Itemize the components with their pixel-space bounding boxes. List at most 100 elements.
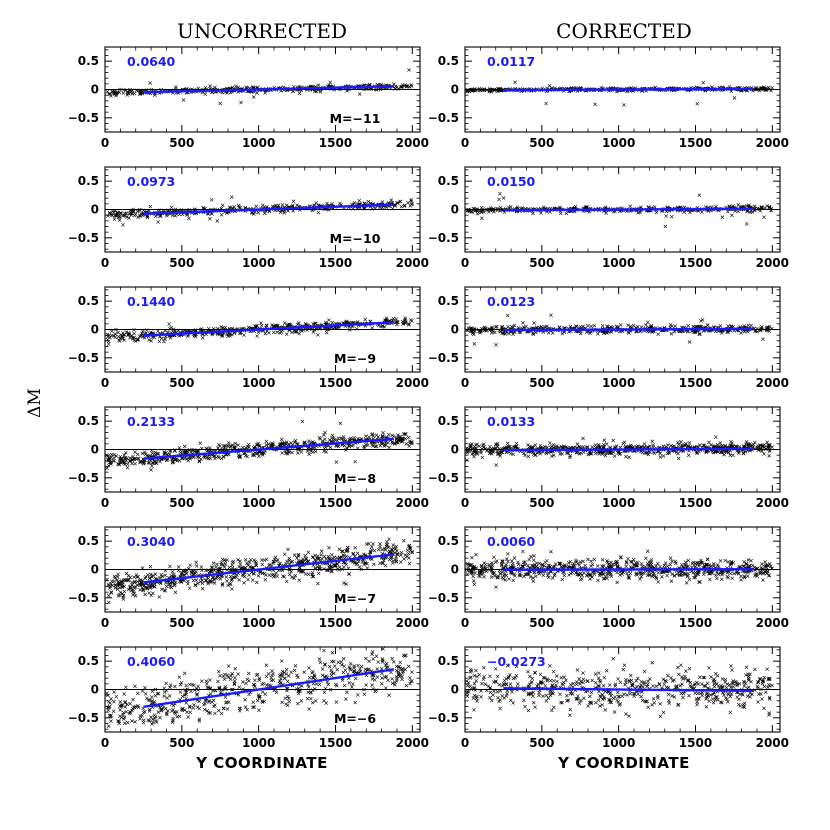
magnitude-label: M=−10: [330, 231, 381, 246]
data-point: [262, 571, 267, 576]
data-point: [111, 90, 116, 95]
data-point: [167, 322, 171, 326]
data-point: [548, 441, 552, 445]
fit-line: [503, 327, 754, 332]
data-point: [323, 320, 328, 325]
data-point: [382, 444, 387, 448]
data-point: [285, 323, 290, 327]
data-point: [339, 436, 344, 440]
data-point: [210, 579, 214, 583]
data-point: [212, 581, 217, 585]
data-point: [482, 325, 487, 330]
data-point: [627, 331, 631, 335]
data-point: [281, 574, 285, 578]
data-point: [132, 331, 136, 336]
data-point: [383, 563, 388, 568]
data-point: [362, 446, 367, 450]
data-point: [709, 443, 713, 447]
data-point: [203, 85, 208, 90]
data-point: [150, 451, 155, 456]
y-tick-label: 0.5: [438, 294, 459, 308]
data-point: [366, 199, 371, 204]
data-point: [656, 332, 660, 337]
data-point: [406, 556, 411, 560]
data-point: [113, 583, 118, 588]
data-point: [256, 441, 260, 446]
y-tick-label: −0.5: [68, 351, 99, 365]
data-point: [181, 449, 186, 453]
data-point: [612, 454, 617, 458]
data-point: [618, 323, 623, 327]
data-point: [763, 205, 767, 210]
data-point: [566, 451, 571, 455]
data-point: [189, 569, 194, 574]
data-point: [267, 563, 271, 568]
data-point: [236, 443, 240, 447]
data-point: [185, 457, 189, 461]
data-point: [545, 445, 550, 450]
data-point: [403, 432, 407, 437]
data-point: [128, 458, 133, 463]
data-point: [560, 445, 565, 450]
data-point: [259, 321, 263, 325]
data-point: [750, 443, 755, 448]
data-point: [260, 203, 265, 208]
data-point: [506, 324, 510, 329]
data-point: [624, 454, 628, 459]
data-point: [544, 451, 549, 456]
x-tick-label: 0: [461, 256, 469, 270]
data-point: [604, 211, 608, 215]
data-point: [125, 462, 130, 467]
data-point: [731, 204, 735, 208]
data-point: [469, 329, 473, 334]
data-point: [162, 450, 166, 454]
data-point: [194, 564, 199, 568]
data-point: [285, 559, 289, 564]
data-point: [387, 557, 392, 562]
data-point: [178, 450, 183, 455]
data-point: [322, 433, 326, 437]
data-point: [132, 591, 137, 596]
data-point: [228, 574, 233, 579]
data-point: [743, 449, 748, 454]
data-point: [297, 578, 302, 583]
data-point: [153, 214, 158, 219]
slope-label: 0.0117: [487, 54, 535, 69]
data-point: [611, 438, 616, 443]
data-point: [720, 215, 725, 220]
data-point: [153, 450, 158, 455]
data-point: [147, 338, 151, 342]
data-point: [282, 321, 287, 325]
magnitude-label: M=−8: [334, 471, 376, 486]
data-point: [661, 454, 666, 458]
data-point: [544, 101, 548, 106]
x-tick-label: 1500: [319, 136, 352, 150]
data-point: [238, 455, 242, 460]
data-point: [726, 330, 730, 335]
y-tick-label: 0.5: [438, 174, 459, 188]
data-point: [493, 330, 497, 335]
data-point: [222, 565, 227, 569]
data-point: [109, 460, 113, 465]
data-point: [370, 545, 374, 549]
data-point: [402, 557, 406, 561]
data-point: [290, 330, 294, 335]
data-point: [109, 579, 114, 584]
data-point: [602, 445, 606, 449]
x-tick-label: 500: [169, 136, 194, 150]
data-point: [139, 580, 143, 585]
data-point: [106, 593, 111, 598]
data-point: [160, 336, 164, 341]
data-point: [273, 323, 278, 328]
data-point: [124, 450, 128, 455]
x-tick-label: 2000: [396, 256, 429, 270]
data-point: [356, 559, 361, 564]
data-point: [129, 589, 134, 593]
data-point: [683, 443, 687, 447]
data-point: [534, 325, 539, 330]
data-point: [465, 449, 470, 454]
scatter-points: [105, 316, 414, 346]
data-point: [480, 443, 485, 447]
data-point: [605, 451, 609, 456]
data-point: [645, 320, 650, 325]
